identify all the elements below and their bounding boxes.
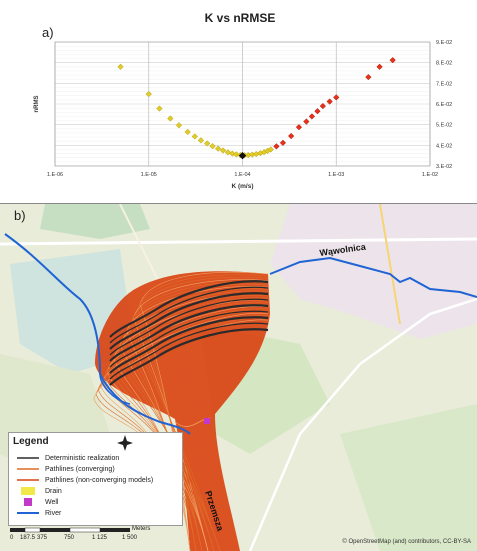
data-point <box>303 118 310 125</box>
legend-item-river: River <box>17 509 62 517</box>
x-tick-label: 1.E-02 <box>422 172 438 178</box>
deterministic-pathline <box>109 280 269 338</box>
pathline-map: Wąwolnica Przemsza <box>0 203 477 551</box>
chart-gridlines <box>54 41 431 167</box>
data-point <box>197 137 205 144</box>
x-tick-label: 1.E-05 <box>141 172 157 178</box>
chart-title: K vs nRMSE <box>205 11 276 25</box>
data-point <box>365 73 372 81</box>
well-marker <box>204 418 210 424</box>
plot-frame <box>54 41 431 167</box>
deterministic-pathline <box>109 292 269 350</box>
deterministic-pathline <box>109 322 269 380</box>
scale-tick: 750 <box>64 535 75 541</box>
deterministic-pathline <box>109 298 269 356</box>
x-tick-label: 1.E-06 <box>47 172 63 178</box>
data-point <box>267 146 274 153</box>
road <box>248 297 477 551</box>
data-point <box>156 105 163 112</box>
legend-item-deterministic: Deterministic realization <box>17 454 120 462</box>
river-upper <box>269 256 477 298</box>
scale-tick: 375 <box>37 535 48 541</box>
data-point <box>219 147 227 154</box>
scale-unit: Meters <box>132 526 151 532</box>
data-point <box>308 113 316 120</box>
x-tick-label: 1.E-04 <box>234 172 250 178</box>
legend-item-pathlines-nonconverging: Pathlines (non-converging models) <box>17 476 154 484</box>
y-tick-label: 6.E-02 <box>436 102 452 108</box>
data-point <box>279 139 287 147</box>
chart-points <box>117 57 396 160</box>
data-point <box>224 149 232 156</box>
deterministic-pathline <box>109 316 269 374</box>
x-axis-label: K (m/s) <box>231 183 253 190</box>
data-point <box>287 132 295 140</box>
x-tick-label: 1.E-03 <box>328 172 344 178</box>
data-point <box>319 102 327 110</box>
data-point <box>314 108 321 115</box>
deterministic-pathline <box>109 304 269 362</box>
scale-tick: 0 <box>10 535 14 541</box>
y-tick-label: 5.E-02 <box>436 123 452 129</box>
data-point <box>273 143 280 150</box>
data-point <box>229 150 236 157</box>
data-point <box>145 90 152 98</box>
data-point <box>167 115 174 122</box>
data-point <box>326 98 333 105</box>
panel-a-label: a) <box>42 25 54 40</box>
scale-tick: 1 500 <box>122 535 138 541</box>
y-tick-label: 3.E-02 <box>436 164 452 170</box>
data-point <box>333 94 340 101</box>
y-tick-label: 8.E-02 <box>436 61 452 67</box>
field-area <box>40 204 150 239</box>
map-legend: Legend Deterministic realization Pathlin… <box>8 432 183 526</box>
data-point <box>117 63 124 70</box>
k-vs-nrmse-chart: K vs nRMSE 3.E-02 4.E-02 5.E-02 6.E-02 7.E-0… <box>34 11 452 190</box>
legend-item-well: Well <box>17 497 58 507</box>
legend-item-pathlines-converging: Pathlines (converging) <box>17 465 115 473</box>
legend-item-drain: Drain <box>17 486 62 496</box>
panel-b-label: b) <box>14 208 26 223</box>
data-point <box>204 140 211 147</box>
data-point <box>215 145 222 152</box>
data-point <box>184 128 191 136</box>
data-point <box>389 57 396 64</box>
data-point <box>209 143 216 150</box>
y-axis-label: nRMS <box>34 96 40 113</box>
scale-tick: 187.5 <box>20 535 36 541</box>
y-tick-label: 9.E-02 <box>436 40 452 46</box>
chart-axes: 3.E-02 4.E-02 5.E-02 6.E-02 7.E-02 8.E-02 9.E-… <box>34 40 452 190</box>
y-tick-label: 4.E-02 <box>436 143 452 149</box>
forest-area <box>340 404 477 551</box>
north-arrow-icon <box>117 435 133 451</box>
data-point <box>238 151 247 160</box>
road <box>0 237 477 246</box>
data-point <box>191 133 198 140</box>
road <box>379 204 401 325</box>
deterministic-pathline <box>109 286 269 344</box>
deterministic-pathline <box>109 310 269 368</box>
deterministic-pathline <box>109 328 269 386</box>
scale-tick: 1 125 <box>92 535 108 541</box>
urban-area <box>270 204 477 339</box>
y-tick-label: 7.E-02 <box>436 81 452 87</box>
data-point <box>295 123 303 131</box>
scale-bar: 0 187.5 375 750 1 125 1 500 Meters <box>10 526 150 546</box>
data-point <box>376 63 383 70</box>
map-attribution: © OpenStreetMap (and) contributors, CC-B… <box>342 539 471 545</box>
river-meander <box>99 373 131 405</box>
data-point <box>175 122 183 129</box>
river-lower <box>4 233 191 435</box>
legend-title: Legend <box>13 436 49 447</box>
data-point <box>233 151 240 158</box>
